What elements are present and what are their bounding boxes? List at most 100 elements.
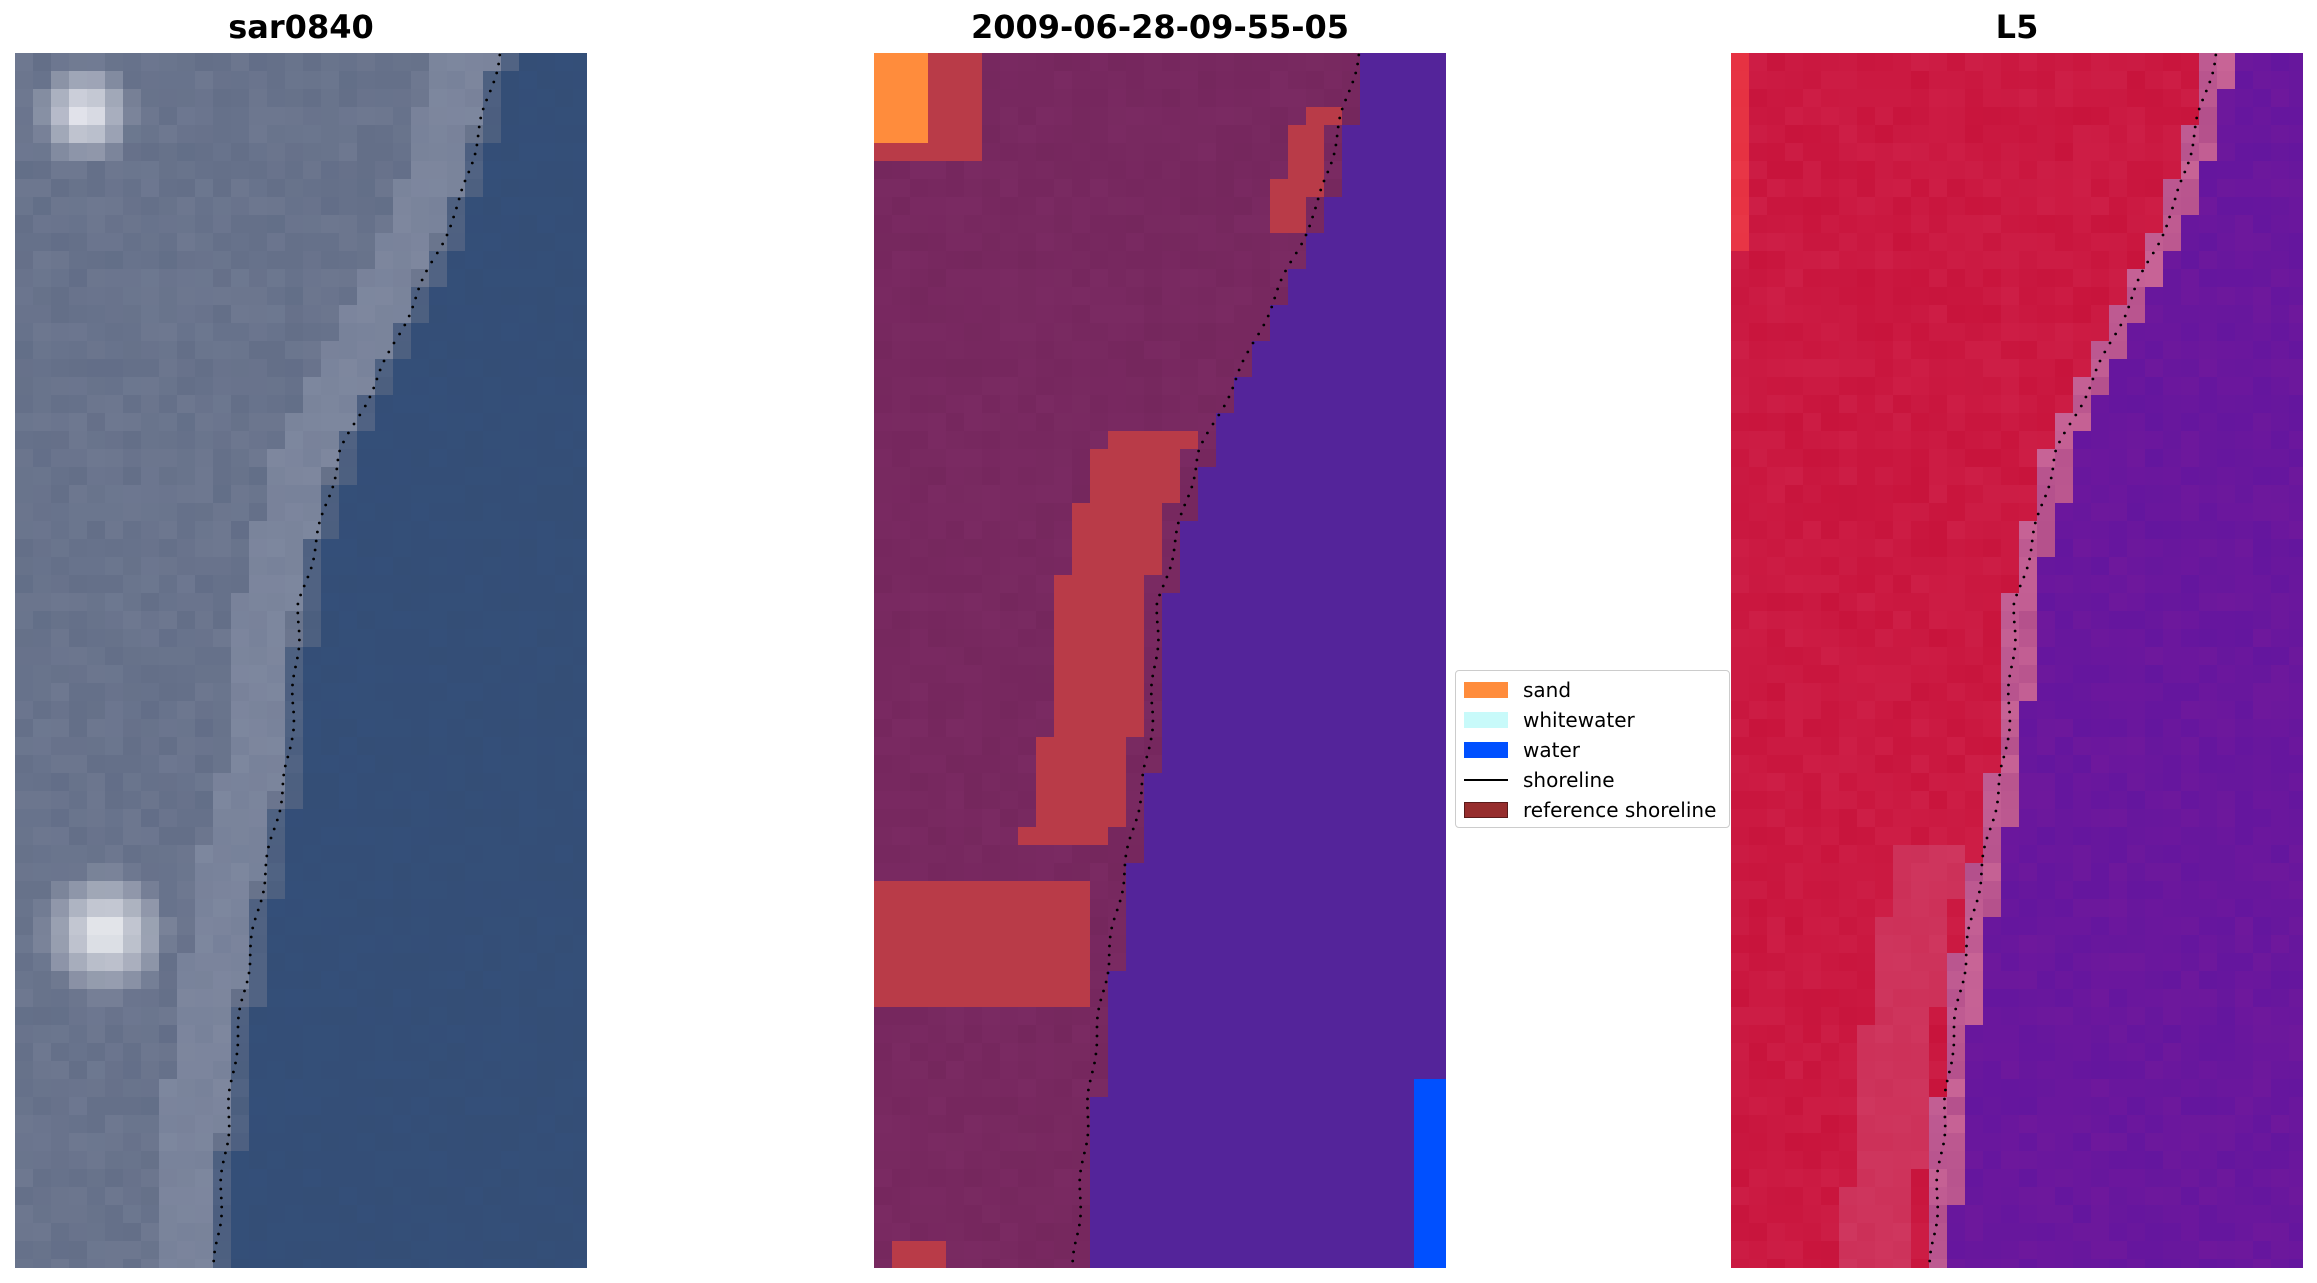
- shoreline-dot: [214, 1241, 218, 1245]
- shoreline-dot: [1086, 1097, 1089, 1101]
- shoreline-dot: [2006, 737, 2010, 741]
- legend: sand whitewater water shoreline referenc…: [1455, 670, 1730, 828]
- shoreline-dot: [236, 1025, 240, 1029]
- shoreline-dot: [1172, 548, 1176, 552]
- shoreline-dot: [1091, 1070, 1094, 1074]
- shoreline-dot: [2012, 602, 2016, 606]
- shoreline-dot: [398, 332, 401, 336]
- shoreline-dot: [335, 467, 339, 471]
- shoreline-dot: [477, 125, 481, 129]
- shoreline-dot: [1094, 1052, 1098, 1056]
- shoreline-dot: [2179, 179, 2183, 183]
- shoreline-dot: [1102, 989, 1105, 993]
- shoreline-dot: [1151, 674, 1155, 678]
- shoreline-dot: [1134, 818, 1138, 822]
- shoreline-dot: [1122, 881, 1126, 885]
- shoreline-dot: [1929, 1250, 1932, 1254]
- shoreline-dot: [1099, 998, 1103, 1002]
- shoreline-dot: [247, 971, 251, 975]
- shoreline-dot: [1107, 953, 1111, 957]
- shoreline-dot: [1118, 899, 1122, 903]
- shoreline-dot: [235, 1052, 239, 1056]
- legend-item-shoreline: shoreline: [1464, 768, 1615, 792]
- shoreline-dot: [236, 1034, 240, 1038]
- shoreline-dot: [2074, 413, 2078, 417]
- shoreline-dot: [1231, 386, 1235, 390]
- legend-item-whitewater: whitewater: [1464, 708, 1635, 732]
- shoreline-dot: [290, 737, 294, 741]
- shoreline-dot: [1156, 647, 1160, 651]
- shoreline-dot: [1999, 764, 2003, 768]
- shoreline-dot: [2195, 116, 2199, 120]
- shoreline-dot: [1943, 1124, 1947, 1128]
- shoreline-dot: [1176, 521, 1180, 525]
- shoreline-dot: [2008, 728, 2011, 732]
- shoreline-dot: [227, 1106, 230, 1110]
- shoreline-dot: [498, 53, 502, 57]
- shoreline-dot: [288, 746, 292, 750]
- legend-label: whitewater: [1523, 708, 1635, 732]
- shoreline-dot: [1262, 323, 1266, 327]
- shoreline-dot: [1965, 935, 1969, 939]
- legend-label: water: [1523, 738, 1580, 762]
- shoreline-dot: [309, 566, 313, 570]
- shoreline-dot: [278, 809, 282, 813]
- shoreline-dot: [1279, 278, 1283, 282]
- shoreline-dot: [1142, 764, 1146, 768]
- shoreline-dot: [2088, 386, 2092, 390]
- shoreline-dot: [2214, 53, 2218, 57]
- shoreline-dot: [1124, 854, 1128, 858]
- shoreline-dot: [2014, 638, 2017, 642]
- shoreline-dot: [1964, 953, 1968, 957]
- shoreline-dots: [1928, 53, 2218, 1263]
- shoreline-dot: [1076, 1232, 1079, 1236]
- shoreline-dot: [2028, 557, 2031, 561]
- shoreline-dot: [1206, 431, 1209, 435]
- shoreline-dot: [2025, 566, 2029, 570]
- shoreline-dot: [1937, 1160, 1941, 1164]
- shoreline-dot: [414, 296, 418, 300]
- shoreline-dot: [1270, 305, 1274, 309]
- shoreline-dot: [2012, 620, 2016, 624]
- shoreline-dot: [1171, 557, 1174, 561]
- shoreline-dot: [363, 404, 367, 408]
- shoreline-dot: [2123, 314, 2127, 318]
- shoreline-dot: [2183, 170, 2187, 174]
- shoreline-dot: [264, 863, 268, 867]
- shoreline-dot: [1123, 863, 1127, 867]
- shoreline-dot: [2157, 242, 2160, 246]
- shoreline-dot: [1241, 359, 1245, 363]
- shoreline-dot: [2033, 521, 2037, 525]
- shoreline-dot: [1227, 395, 1231, 399]
- shoreline-dot: [281, 791, 284, 795]
- shoreline-dot: [1237, 368, 1241, 372]
- shoreline-dot: [297, 629, 301, 633]
- shoreline-dot: [1273, 296, 1277, 300]
- shoreline-dot: [292, 719, 296, 723]
- shoreline-dot: [1108, 935, 1112, 939]
- shoreline-dot: [403, 323, 407, 327]
- shoreline-dot: [1150, 701, 1154, 705]
- shoreline-dot: [1943, 1097, 1946, 1101]
- shoreline-dot: [292, 674, 296, 678]
- shoreline-dot: [1936, 1214, 1939, 1218]
- shoreline-dot: [1316, 197, 1320, 201]
- shoreline-dot: [1322, 179, 1326, 183]
- shoreline-dot: [1997, 782, 2001, 786]
- legend-label: reference shoreline: [1523, 798, 1717, 822]
- shoreline-dot: [248, 953, 252, 957]
- shoreline-dot: [1078, 1223, 1081, 1227]
- rgb-image-panel: [15, 53, 587, 1268]
- shoreline-dot: [1187, 494, 1190, 498]
- shoreline-dot: [1988, 827, 1992, 831]
- shoreline-dot: [1998, 773, 2002, 777]
- shoreline-dot: [1158, 593, 1161, 597]
- shoreline-dot: [2189, 152, 2193, 156]
- shoreline-dot: [2015, 593, 2018, 597]
- shoreline-dot: [1294, 251, 1298, 255]
- shoreline-dot: [2058, 440, 2061, 444]
- shoreline-dot: [313, 548, 317, 552]
- shoreline-dot: [296, 602, 300, 606]
- shoreline-dot: [2146, 260, 2150, 264]
- legend-item-reference-shoreline: reference shoreline: [1464, 798, 1717, 822]
